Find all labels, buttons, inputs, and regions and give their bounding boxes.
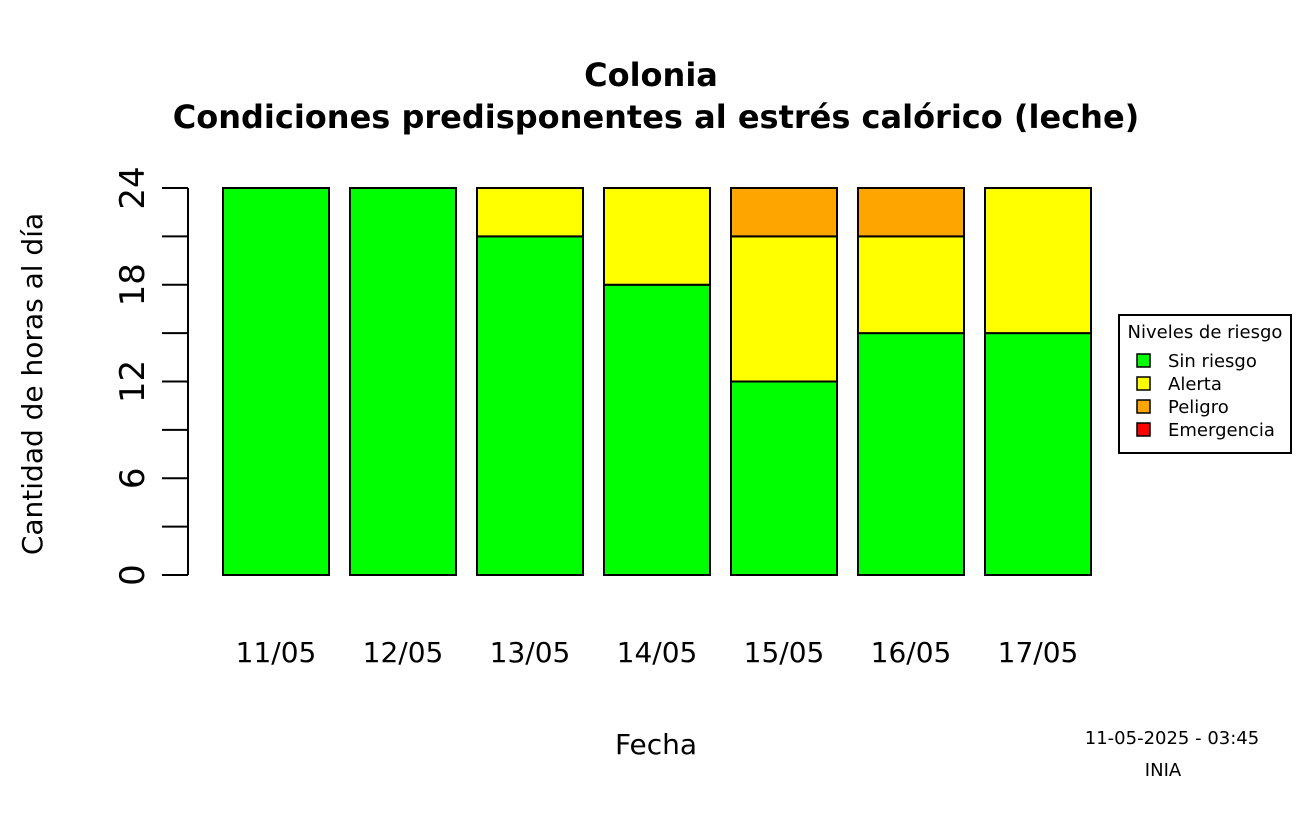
x-tick-label: 17/05 bbox=[998, 636, 1079, 669]
y-axis-label: Cantidad de horas al día bbox=[16, 213, 49, 555]
bar-segment bbox=[476, 235, 584, 576]
legend-box bbox=[1118, 314, 1292, 454]
legend-label: Peligro bbox=[1168, 397, 1229, 418]
legend-title: Niveles de riesgo bbox=[1128, 322, 1283, 343]
bar-segment bbox=[603, 187, 711, 286]
chart-subtitle: Condiciones predisponentes al estrés cal… bbox=[173, 98, 1140, 136]
legend-label: Alerta bbox=[1168, 374, 1222, 395]
y-tick-label: 24 bbox=[113, 166, 153, 209]
bar-segment bbox=[857, 187, 965, 238]
x-tick-label: 14/05 bbox=[617, 636, 698, 669]
bar-segment bbox=[476, 187, 584, 238]
bar-segment bbox=[730, 235, 838, 383]
chart-title: Colonia bbox=[584, 56, 718, 94]
legend-swatch bbox=[1136, 376, 1151, 391]
x-tick-label: 13/05 bbox=[490, 636, 571, 669]
bar-segment bbox=[730, 187, 838, 238]
x-tick-label: 15/05 bbox=[744, 636, 825, 669]
footer-timestamp: 11-05-2025 - 03:45 bbox=[1085, 728, 1259, 749]
bar-segment bbox=[730, 380, 838, 576]
legend: Niveles de riesgo Sin riesgoAlertaPeligr… bbox=[1118, 314, 1292, 454]
x-axis-label: Fecha bbox=[615, 728, 697, 761]
legend-label: Sin riesgo bbox=[1168, 351, 1257, 372]
bar-segment bbox=[984, 187, 1092, 335]
bar-segment bbox=[222, 187, 330, 576]
bars-group bbox=[222, 187, 1092, 576]
y-axis: 0 6 12 18 24 bbox=[113, 166, 189, 586]
bar-segment bbox=[984, 332, 1092, 576]
legend-swatch bbox=[1136, 422, 1151, 437]
x-tick-label: 12/05 bbox=[363, 636, 444, 669]
y-tick-label: 0 bbox=[113, 564, 153, 586]
legend-swatch bbox=[1136, 353, 1151, 368]
y-tick-label: 12 bbox=[113, 360, 153, 403]
footer-source: INIA bbox=[1145, 760, 1182, 781]
bar-segment bbox=[857, 332, 965, 576]
y-tick-label: 18 bbox=[113, 263, 153, 306]
legend-label: Emergencia bbox=[1168, 420, 1275, 441]
legend-swatch bbox=[1136, 399, 1151, 414]
x-tick-labels: 11/05 12/05 13/05 14/05 15/05 16/05 17/05 bbox=[236, 636, 1079, 669]
bar-segment bbox=[603, 283, 711, 576]
x-tick-label: 11/05 bbox=[236, 636, 317, 669]
x-tick-label: 16/05 bbox=[871, 636, 952, 669]
bar-segment bbox=[857, 235, 965, 335]
bar-segment bbox=[349, 187, 457, 576]
y-tick-label: 6 bbox=[113, 467, 153, 489]
